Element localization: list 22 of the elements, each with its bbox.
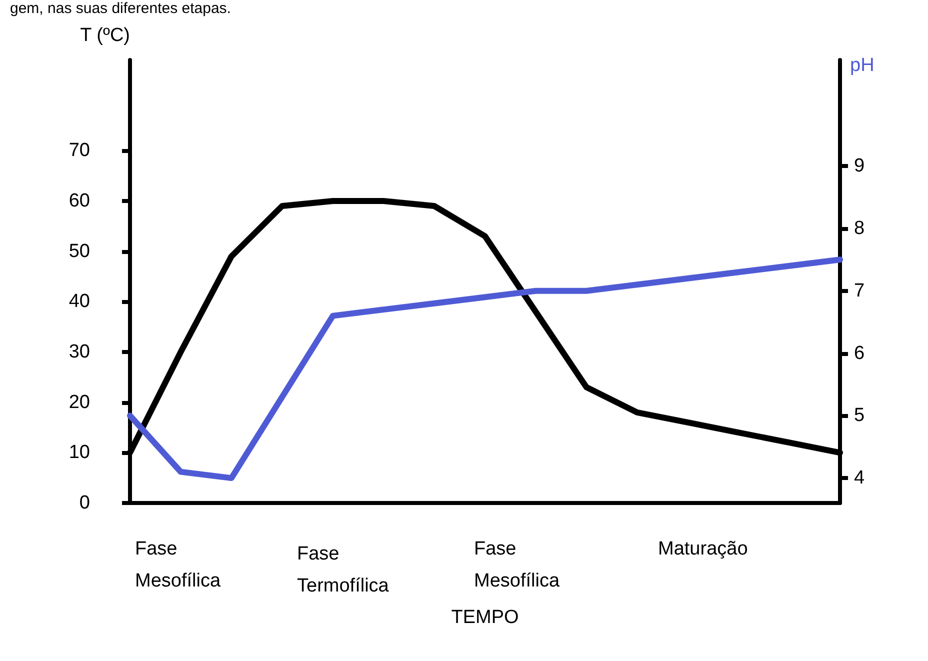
y2-tick-label: 8 <box>854 218 865 239</box>
y2-tick-label: 5 <box>854 405 865 426</box>
text: Fase Mesofílica <box>135 538 221 592</box>
y-tick-label: 0 <box>79 492 90 514</box>
y-tick-label: 50 <box>68 240 90 262</box>
y-tick-label: 70 <box>68 140 90 162</box>
text: Maturação <box>658 538 748 560</box>
y-axis-title: T (ºC) <box>80 25 130 46</box>
y-tick-label: 40 <box>68 291 90 312</box>
y-tick-label: 60 <box>68 190 90 212</box>
text: Fase Mesofílica <box>474 538 560 592</box>
x-axis-title: TEMPO <box>451 607 519 628</box>
y2-tick-label: 4 <box>854 468 865 489</box>
y2-tick-label: 9 <box>854 156 865 177</box>
y2-tick-label: 7 <box>854 280 865 302</box>
y-tick-label: 10 <box>68 442 90 464</box>
text: Fase Termofílica <box>297 544 390 596</box>
y-tick-label: 20 <box>68 392 90 413</box>
y2-axis-title: pH <box>850 55 874 76</box>
y2-tick-label: 6 <box>854 342 865 364</box>
text: gem, nas suas diferentes etapas. <box>10 0 231 17</box>
y-tick-label: 30 <box>68 341 90 362</box>
